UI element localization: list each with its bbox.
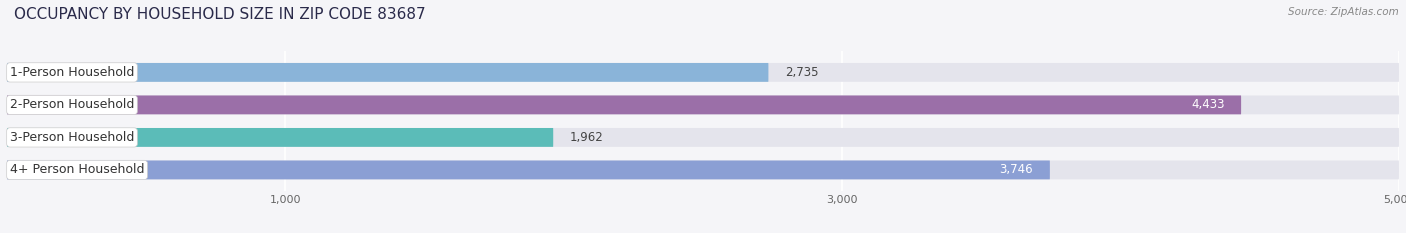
Text: OCCUPANCY BY HOUSEHOLD SIZE IN ZIP CODE 83687: OCCUPANCY BY HOUSEHOLD SIZE IN ZIP CODE … [14, 7, 426, 22]
FancyBboxPatch shape [7, 96, 1241, 114]
FancyBboxPatch shape [7, 161, 1399, 179]
Text: 3-Person Household: 3-Person Household [10, 131, 134, 144]
FancyBboxPatch shape [7, 63, 769, 82]
FancyBboxPatch shape [7, 96, 1399, 114]
Text: 1-Person Household: 1-Person Household [10, 66, 134, 79]
Text: 4,433: 4,433 [1191, 98, 1225, 111]
Text: 2,735: 2,735 [785, 66, 818, 79]
Text: 1,962: 1,962 [569, 131, 603, 144]
Text: 3,746: 3,746 [1000, 163, 1033, 176]
FancyBboxPatch shape [7, 128, 553, 147]
Text: 2-Person Household: 2-Person Household [10, 98, 134, 111]
Text: 4+ Person Household: 4+ Person Household [10, 163, 145, 176]
Text: Source: ZipAtlas.com: Source: ZipAtlas.com [1288, 7, 1399, 17]
FancyBboxPatch shape [7, 128, 1399, 147]
FancyBboxPatch shape [7, 63, 1399, 82]
FancyBboxPatch shape [7, 161, 1050, 179]
